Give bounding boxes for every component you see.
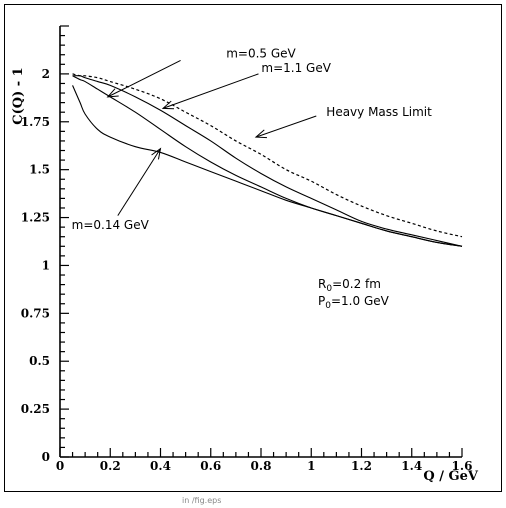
- series-line-2: [72, 75, 463, 247]
- annotation-arrow-m110: [162, 73, 259, 109]
- annotation-arrowhead-hml: [254, 129, 267, 139]
- y-tick-label: 1.25: [21, 211, 50, 225]
- param-p0: P0=1.0 GeV: [318, 294, 390, 311]
- x-tick-label: 0.2: [100, 459, 121, 473]
- annotation-arrow-m014: [117, 148, 161, 216]
- curves: [72, 73, 463, 247]
- annotation-arrow-m050: [107, 60, 181, 98]
- parameter-box: R0=0.2 fm P0=1.0 GeV: [318, 277, 390, 311]
- y-tick-label: 0: [42, 450, 50, 464]
- annotation-arrowhead-m110: [161, 100, 175, 110]
- annotation-arrowhead-m050: [106, 88, 119, 98]
- x-axis-label: Q / GeV: [423, 469, 478, 484]
- x-tick-label: 1: [307, 459, 315, 473]
- x-ticks: 0 0.2 0.4 0.6 0.8 1 1.2 1.4 1.6: [56, 448, 473, 473]
- y-axis-label: C(Q) - 1: [11, 67, 26, 124]
- annotation-label-m050: m=0.5 GeV: [226, 47, 296, 61]
- x-tick-label: 0.8: [251, 459, 272, 473]
- y-ticks: 0 0.25 0.5 0.75 1 1.25 1.5 1.75 2: [21, 25, 69, 464]
- y-tick-label: 1.75: [21, 115, 50, 129]
- param-r0: R0=0.2 fm: [318, 277, 381, 294]
- x-tick-label: 1.4: [401, 459, 422, 473]
- y-tick-label: 1: [42, 258, 50, 272]
- y-tick-label: 0.5: [29, 354, 50, 368]
- annotation-label-m014: m=0.14 GeV: [72, 218, 150, 232]
- annotation-label-hml: Heavy Mass Limit: [326, 105, 432, 119]
- y-tick-label: 2: [42, 67, 50, 81]
- chart-frame: [4, 4, 502, 492]
- x-tick-label: 0: [56, 459, 64, 473]
- y-tick-label: 1.5: [29, 163, 50, 177]
- x-tick-label: 0.4: [150, 459, 171, 473]
- y-tick-label: 0.25: [21, 402, 50, 416]
- x-tick-label: 0.6: [200, 459, 221, 473]
- annotation-arrow-hml: [255, 115, 317, 138]
- series-line-1: [72, 75, 463, 247]
- annotation-arrowhead-m014: [151, 147, 162, 160]
- x-tick-label: 1.2: [351, 459, 372, 473]
- y-tick-label: 0.75: [21, 306, 50, 320]
- x-tick-label: 1.6: [452, 459, 473, 473]
- footer-text: in /fig.eps: [182, 496, 221, 505]
- annotation-label-m110: m=1.1 GeV: [261, 61, 331, 75]
- series-line-3: [72, 73, 463, 238]
